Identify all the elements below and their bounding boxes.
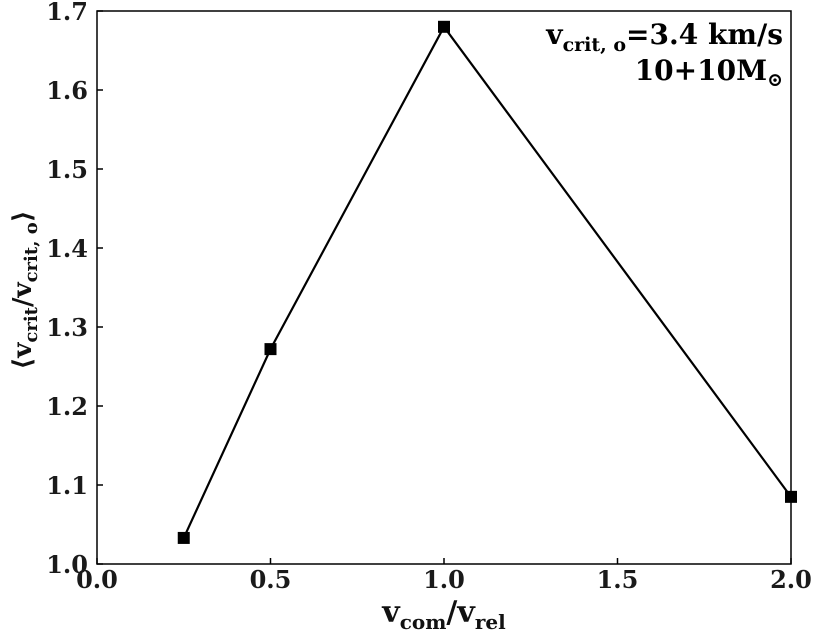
y-tick-label: 1.0 [46, 550, 88, 579]
y-label-v1: v [8, 342, 38, 359]
y-tick-label: 1.5 [46, 155, 88, 184]
annotation-main: v [545, 18, 563, 51]
series [177, 20, 797, 544]
y-tick-label: 1.3 [46, 313, 88, 342]
annotation-sun-symbol: ⊙ [767, 69, 783, 91]
x-tick-label: 1.0 [423, 565, 465, 594]
plot-frame [96, 10, 792, 565]
data-point-square [264, 343, 277, 356]
x-tick-label: 1.5 [597, 565, 639, 594]
y-tick-label: 1.4 [46, 234, 88, 263]
annotation-sub: crit, o [563, 34, 626, 56]
y-tick-label: 1.7 [46, 0, 88, 26]
y-tick-label: 1.2 [46, 392, 88, 421]
annotation-rest: =3.4 km/s [626, 18, 783, 51]
y-label-close: ⟩ [8, 210, 38, 222]
x-label-sub1: com [400, 610, 447, 634]
series-line [182, 24, 792, 539]
annotation-line-1: vcrit, o=3.4 km/s [545, 18, 783, 56]
data-point-square [177, 531, 190, 544]
annotation-line-2: 10+10M⊙ [635, 54, 783, 91]
x-tick-label: 2.0 [770, 565, 812, 594]
x-label-v2: v [456, 595, 476, 630]
y-label-sub2: crit, o [21, 222, 42, 282]
data-point-square [785, 490, 797, 503]
y-label-slash: / [8, 297, 38, 307]
y-label-v2: v [8, 282, 38, 299]
y-tick-label: 1.1 [46, 471, 88, 500]
y-ticks: 1.0 1.1 1.2 1.3 1.4 1.5 1.6 1.7 [46, 0, 103, 579]
x-axis-label: vcom/vrel [381, 595, 506, 634]
data-point-square [438, 20, 450, 33]
y-label-sub1: crit [21, 306, 42, 342]
x-label-sub2: rel [475, 610, 506, 634]
y-axis-label: ⟨vcrit/vcrit, o⟩ [8, 210, 42, 369]
x-ticks: 0.0 0.5 1.0 1.5 2.0 [76, 558, 812, 594]
x-tick-label: 0.5 [250, 565, 292, 594]
x-label-slash: / [446, 595, 457, 630]
y-tick-label: 1.6 [46, 76, 88, 105]
x-label-v1: v [381, 595, 401, 630]
y-label-open: ⟨ [8, 358, 38, 370]
x-tick-label: 0.0 [76, 565, 118, 594]
annotation-mass: 10+10M [635, 54, 767, 87]
